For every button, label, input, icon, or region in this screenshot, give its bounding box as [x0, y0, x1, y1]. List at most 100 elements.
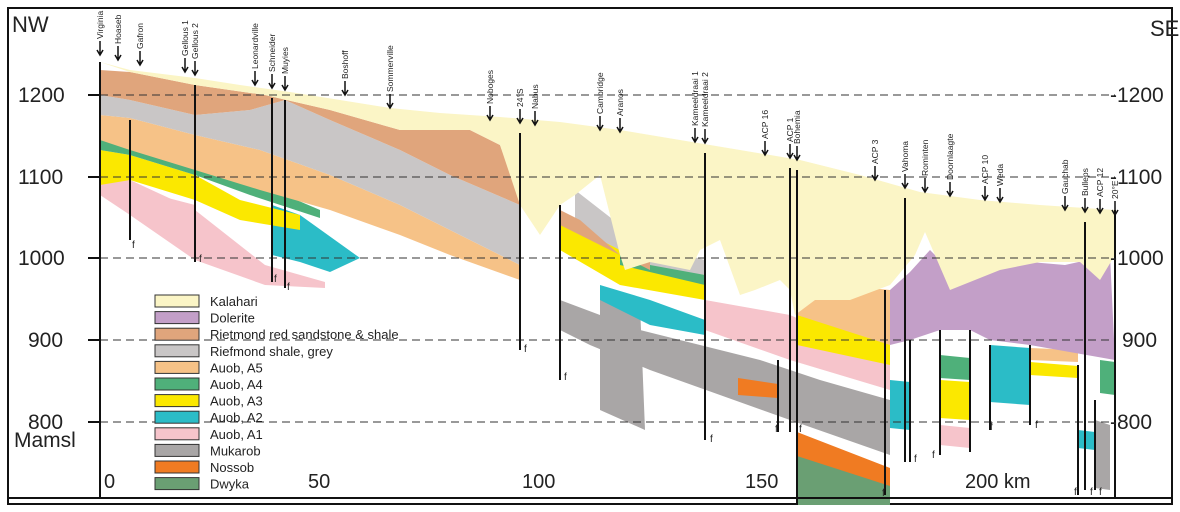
borehole-label: Muyies [280, 47, 290, 74]
layer-auob-a2-east2 [990, 345, 1030, 405]
borehole-label: 20°E [1110, 180, 1120, 199]
dist-0: 0 [104, 471, 115, 493]
dist-50: 50 [308, 471, 330, 493]
legend-swatch [154, 327, 200, 341]
elev-right-800: -800 [1110, 411, 1152, 434]
borehole-arrow [136, 51, 144, 67]
borehole-label: Sommerville [385, 45, 395, 92]
legend-swatch [154, 311, 200, 325]
fault-mark: f [710, 434, 713, 445]
legend-label: Auob, A2 [210, 410, 263, 425]
borehole-arrow [1111, 201, 1119, 217]
borehole-label: Gellous 1 [180, 20, 190, 56]
fault-mark: f [990, 422, 993, 433]
borehole-arrow [181, 58, 189, 74]
borehole-arrow [386, 94, 394, 110]
borehole-arrow [901, 174, 909, 190]
elev-left-1200: 1200 [18, 84, 65, 107]
borehole-arrow [341, 81, 349, 97]
layer-auob-a3 [100, 150, 300, 230]
fault-mark: f [1090, 487, 1093, 498]
layer-auob-a5-east2 [1030, 348, 1078, 362]
fault-mark: f [199, 254, 202, 265]
layer-nossob [797, 432, 890, 486]
borehole-label: Nabus [530, 84, 540, 109]
elev-right-1200: -1200 [1110, 84, 1164, 107]
legend-swatch [154, 460, 200, 474]
dist-100: 100 [522, 471, 555, 493]
borehole-arrow [701, 129, 709, 145]
layer-auob-a2-mid [600, 285, 705, 335]
borehole-label: Leonardville [250, 23, 260, 69]
layer-auob-a4-east2 [1100, 360, 1115, 395]
borehole-label: ACP 16 [760, 110, 770, 139]
elev-left-900: 900 [28, 329, 63, 352]
borehole-arrow [946, 182, 954, 198]
borehole-arrow [268, 74, 276, 90]
borehole-label: Vahoma [900, 141, 910, 172]
borehole-arrow [1061, 196, 1069, 212]
borehole-arrow [191, 61, 199, 77]
fault-mark: f [524, 344, 527, 355]
layer-auob-a1 [100, 175, 325, 288]
legend-swatch [154, 344, 200, 358]
borehole-label: ACP 1 [785, 117, 795, 142]
borehole-label: ACP 3 [870, 139, 880, 164]
layer-nossob-block [738, 378, 778, 398]
elevation-labels-right: -1200 -1100 -1000 900 -800 [1110, 84, 1164, 434]
fault-mark: f [287, 282, 290, 293]
borehole-arrow [786, 144, 794, 160]
borehole-label: Noboges [485, 70, 495, 104]
layer-mukarob [560, 300, 890, 455]
borehole-label: ACP 12 [1095, 168, 1105, 197]
borehole-arrow [871, 166, 879, 182]
fault-mark: f [775, 424, 778, 435]
borehole-label: Boshoff [340, 50, 350, 79]
elev-left-800: 800 [28, 411, 63, 434]
borehole-arrow [251, 71, 259, 87]
borehole-label: Kameeldraai 2 [700, 72, 710, 127]
elevation-labels-left: 1200 1100 1000 900 800 Mamsl [14, 84, 76, 452]
layer-rietmond-red [100, 70, 520, 205]
layer-auob-a5 [100, 115, 520, 280]
legend-swatch [154, 394, 200, 408]
legend-swatch [154, 294, 200, 308]
elev-left-1100: 1100 [18, 166, 63, 189]
borehole-label: Bohemia [792, 110, 802, 144]
fault-mark: f [799, 424, 802, 435]
legend-label: Rietmond red sandstone & shale [210, 327, 399, 342]
borehole-label: Bulleps [1080, 168, 1090, 196]
legend-swatch [154, 443, 200, 457]
layer-auob-a4 [100, 140, 320, 218]
legend-label: Dolerite [210, 311, 255, 326]
layer-mukarob-east [1095, 420, 1110, 490]
borehole-arrow [761, 141, 769, 157]
borehole-label: Aranos [615, 89, 625, 116]
legend-label: Riefmond shale, grey [210, 344, 333, 359]
legend-swatch [154, 427, 200, 441]
borehole-arrow [531, 111, 539, 127]
legend-label: Kalahari [210, 294, 258, 309]
borehole-arrow [281, 76, 289, 92]
fault-mark: f [914, 454, 917, 465]
borehole-label: 24°S [515, 88, 525, 107]
borehole-arrow [793, 146, 801, 162]
borehole-arrow [1081, 198, 1089, 214]
layer-rietmond-shale [100, 95, 520, 265]
legend-swatch [154, 360, 200, 374]
fault-mark: f [1074, 487, 1077, 498]
distance-labels: 0 50 100 150 200 km [104, 471, 1031, 493]
fault-mark: f [274, 274, 277, 285]
legend-swatch [154, 410, 200, 424]
legend-label: Auob, A4 [210, 377, 263, 392]
layer-rietmond-red-mid [560, 210, 650, 270]
borehole-label: Gellous 2 [190, 23, 200, 59]
borehole-label: Rominten [920, 139, 930, 176]
dist-200km: 200 km [965, 471, 1031, 493]
legend-label: Mukarob [210, 443, 261, 458]
layer-auob-a3-east2 [940, 380, 970, 420]
elevation-unit: Mamsl [14, 429, 76, 452]
elev-right-1100: -1100 [1110, 166, 1162, 189]
